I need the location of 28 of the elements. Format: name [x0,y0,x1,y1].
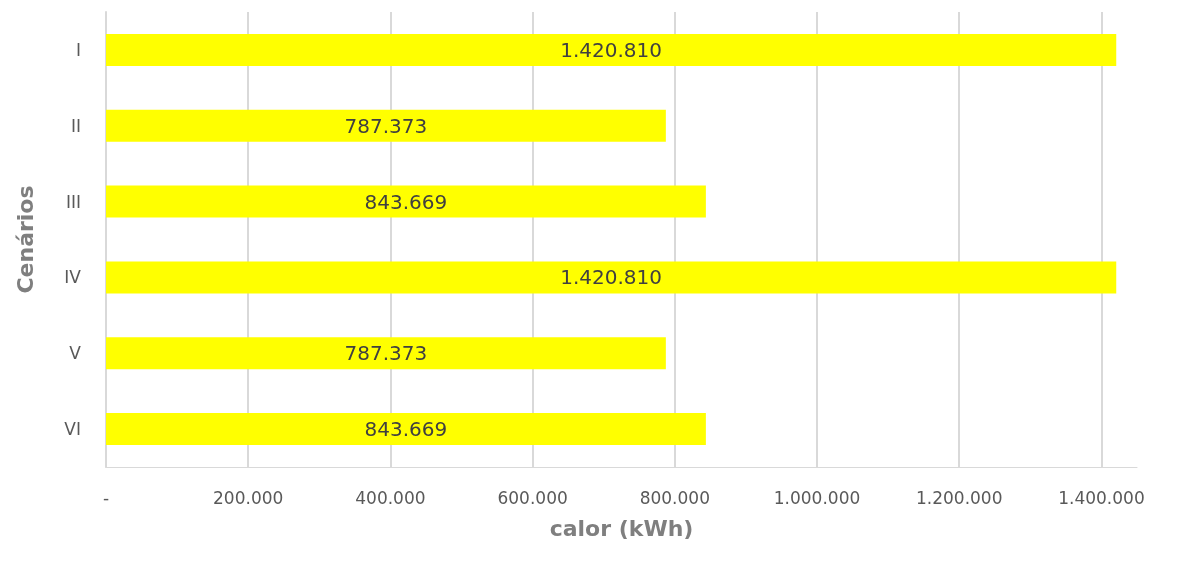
x-tick-label: 200.000 [213,487,284,508]
x-tick-label: 1.400.000 [1058,487,1145,508]
x-tick-label: 1.200.000 [915,487,1003,508]
y-tick-label: V [69,343,82,364]
data-label: 843.669 [364,417,448,442]
x-tick-label: - [102,487,110,508]
data-label: 1.420.810 [560,37,663,62]
bar [106,33,1117,66]
y-tick-label: I [75,39,81,60]
data-label: 1.420.810 [560,265,663,290]
data-label: 787.373 [344,341,428,366]
y-tick-label: VI [64,419,81,440]
y-tick-label: III [65,191,81,212]
y-tick-label: IV [64,267,82,288]
bar [106,185,706,218]
bar [106,261,1117,294]
x-tick-label: 400.000 [355,487,426,508]
y-axis-title: Cenários [12,185,38,294]
x-tick-label: 1.000.000 [773,487,861,508]
bar [106,337,666,370]
bar [106,109,666,142]
x-tick-label: 800.000 [639,487,710,508]
y-tick-label: II [70,115,81,136]
data-label: 843.669 [364,189,448,214]
x-axis-title: calor (kWh) [549,515,694,541]
data-label: 787.373 [344,113,428,138]
x-tick-label: 600.000 [497,487,568,508]
bar [106,413,706,446]
